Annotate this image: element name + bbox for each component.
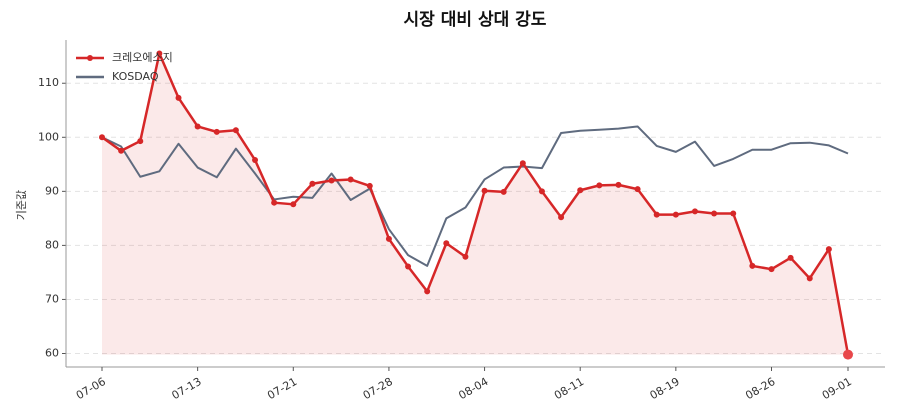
- point: [290, 201, 297, 208]
- point: [768, 266, 775, 273]
- point: [672, 211, 679, 218]
- point: [538, 188, 545, 195]
- point: [156, 50, 163, 57]
- point: [634, 186, 641, 193]
- x-tick-label: 07-28: [361, 375, 395, 402]
- point: [347, 176, 354, 183]
- x-tick-label: 08-26: [743, 375, 777, 402]
- point: [806, 275, 813, 282]
- point: [462, 253, 469, 260]
- chart-title: 시장 대비 상대 강도: [404, 10, 547, 30]
- point: [328, 177, 335, 184]
- point: [213, 128, 220, 135]
- y-tick-label: 90: [45, 184, 59, 197]
- point: [749, 262, 756, 269]
- point: [825, 246, 832, 253]
- point: [385, 235, 392, 242]
- x-tick-label: 09-01: [820, 375, 854, 402]
- point: [519, 160, 526, 167]
- y-tick-label: 60: [45, 346, 59, 359]
- point: [443, 240, 450, 247]
- legend-label: KOSDAQ: [112, 70, 159, 83]
- point: [653, 211, 660, 218]
- point: [577, 187, 584, 194]
- y-tick-label: 110: [38, 76, 59, 89]
- legend-marker: [87, 55, 93, 61]
- point: [118, 147, 125, 154]
- x-tick-label: 07-06: [74, 375, 108, 402]
- legend-label: 크레오에스지: [112, 51, 173, 64]
- point: [99, 134, 105, 141]
- x-tick-label: 07-21: [265, 375, 299, 402]
- point: [252, 156, 259, 163]
- y-axis-label: 기준값: [15, 190, 28, 220]
- x-tick-label: 08-11: [552, 375, 586, 402]
- x-tick-label: 07-13: [169, 375, 203, 402]
- area: [102, 53, 848, 355]
- y-tick-label: 100: [38, 130, 59, 143]
- point: [500, 188, 507, 195]
- line: [101, 52, 850, 355]
- point: [366, 182, 373, 189]
- point: [405, 263, 412, 270]
- line: [101, 125, 849, 267]
- point: [271, 199, 278, 206]
- point: [481, 187, 488, 194]
- y-tick-label: 80: [45, 238, 59, 251]
- point: [843, 349, 853, 360]
- point: [730, 210, 737, 217]
- point: [558, 214, 565, 221]
- point: [691, 208, 698, 215]
- point: [232, 127, 239, 134]
- y-tick-label: 70: [45, 292, 59, 305]
- point: [615, 181, 622, 188]
- x-tick-label: 08-04: [456, 375, 490, 402]
- point: [309, 180, 316, 187]
- point: [424, 288, 431, 295]
- point: [194, 123, 201, 130]
- point: [787, 254, 794, 261]
- point: [596, 182, 603, 189]
- point: [137, 138, 144, 145]
- point: [175, 94, 182, 101]
- point: [711, 210, 718, 217]
- x-tick-label: 08-19: [648, 375, 682, 402]
